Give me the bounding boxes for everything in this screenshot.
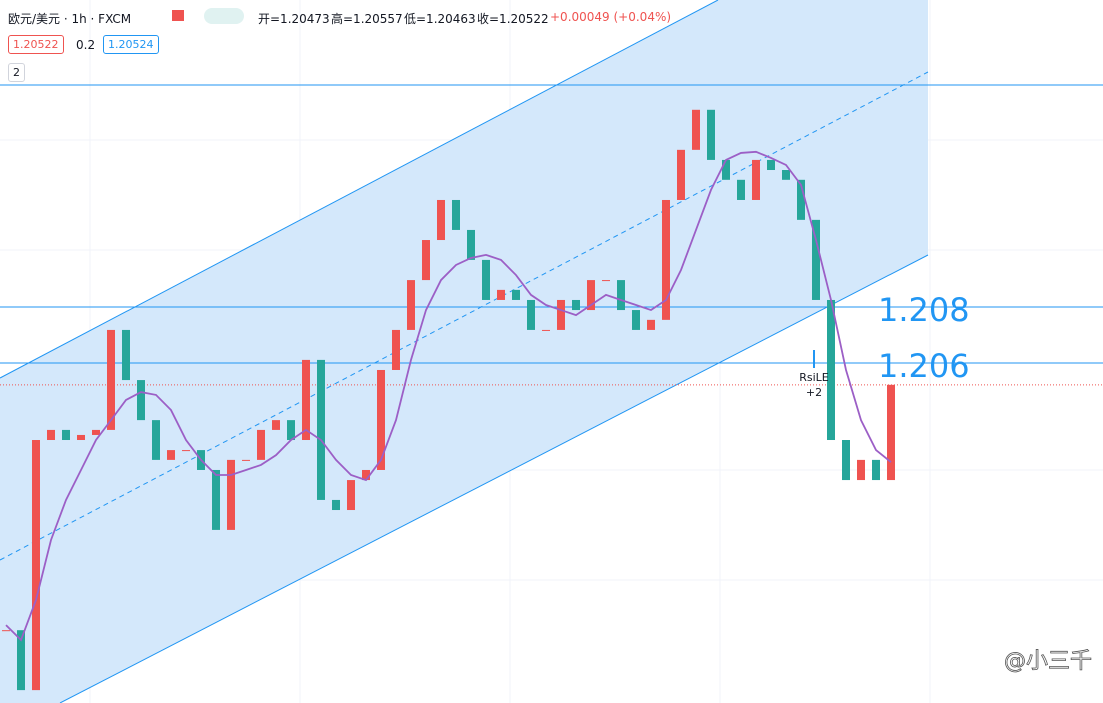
candle [287, 420, 295, 441]
candle [692, 109, 700, 150]
candle [587, 280, 595, 311]
candle [782, 170, 790, 180]
candle [242, 459, 250, 461]
candle [92, 429, 100, 435]
low: 低=1.20463 [404, 12, 476, 26]
candle [557, 299, 565, 330]
candle [392, 329, 400, 370]
candle [47, 429, 55, 441]
candle [122, 329, 130, 381]
bid[interactable]: 1.20522 [8, 35, 64, 54]
candle [62, 429, 70, 441]
open: 开=1.20473 [258, 12, 330, 26]
candle [512, 289, 520, 300]
candle [767, 159, 775, 171]
candle [167, 450, 175, 460]
candle [662, 199, 670, 320]
candle [482, 259, 490, 300]
channel-top [0, 0, 719, 379]
candle [617, 280, 625, 311]
candle [752, 159, 760, 200]
candle [812, 219, 820, 300]
close: 收=1.20522 [477, 12, 549, 26]
candle [227, 459, 235, 530]
candle [527, 299, 535, 330]
candle [467, 229, 475, 260]
candle [302, 359, 310, 441]
high: 高=1.20557 [331, 12, 403, 26]
candle [572, 299, 580, 311]
candle [407, 280, 415, 330]
channel-bottom [59, 254, 929, 703]
signal-qty: +2 [806, 386, 822, 399]
candle [497, 289, 505, 300]
channel-mid [0, 71, 929, 561]
candle [152, 420, 160, 460]
flag[interactable] [172, 10, 184, 21]
moving-average [5, 150, 892, 642]
symbol: 欧元/美元 · 1h · FXCM [8, 12, 132, 26]
candle [827, 299, 835, 441]
candle [677, 149, 685, 200]
candle [437, 199, 445, 241]
candle [647, 319, 655, 330]
candle [722, 159, 730, 180]
candle [542, 329, 550, 331]
watermark: @小三千 [1004, 649, 1092, 674]
candle [2, 630, 10, 632]
candle [857, 459, 865, 481]
candle [77, 434, 85, 441]
signal-label: RsiLE [799, 371, 829, 384]
candle [107, 329, 115, 430]
candle [332, 499, 340, 511]
candle [137, 380, 145, 421]
change: +0.00049 (+0.04%) [550, 10, 672, 24]
candle [257, 429, 265, 460]
candle [632, 310, 640, 330]
candle [317, 359, 325, 500]
level-label: 1.208 [878, 291, 970, 329]
candle [797, 179, 805, 220]
indicator-toggle[interactable]: 2 [8, 63, 25, 82]
candle [422, 240, 430, 281]
candle [17, 630, 25, 691]
candle [182, 450, 190, 452]
candle [452, 199, 460, 230]
status-pill[interactable] [204, 8, 244, 24]
candle [272, 420, 280, 430]
candle [212, 469, 220, 530]
channel-fill [0, 0, 928, 703]
plot: 1.208 1.206 RsiLE +2 @小三千 [0, 109, 1103, 691]
candle [842, 440, 850, 481]
candle [32, 440, 40, 691]
candle [887, 384, 895, 481]
level-label: 1.206 [878, 347, 970, 385]
candle [737, 179, 745, 200]
spread: 0.2 [76, 38, 96, 52]
candle [872, 459, 880, 481]
candle [377, 369, 385, 470]
candle [602, 280, 610, 282]
ask[interactable]: 1.20524 [103, 35, 159, 54]
candle [362, 469, 370, 481]
candle [347, 480, 355, 511]
candle [707, 109, 715, 160]
